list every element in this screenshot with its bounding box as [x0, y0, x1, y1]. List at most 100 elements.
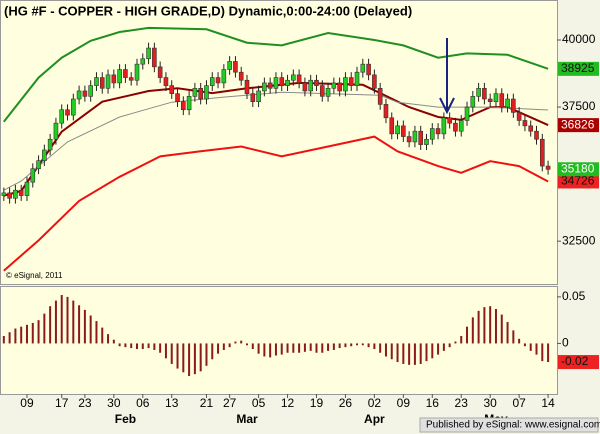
histogram-bar [431, 343, 434, 359]
histogram-bar [83, 309, 86, 344]
histogram-bar [54, 300, 57, 344]
histogram-bar [78, 305, 81, 344]
histogram-bar [523, 343, 526, 347]
candle-body [13, 189, 18, 199]
histogram-bar [193, 343, 196, 375]
histogram-bar [72, 300, 75, 344]
histogram-bar [500, 314, 503, 344]
candle-body [447, 117, 452, 124]
x-tick-label: 07 [512, 396, 526, 410]
histogram-bar [135, 343, 138, 350]
candle-body [389, 117, 395, 135]
x-tick-label: 23 [455, 396, 469, 410]
x-tick-label: 05 [252, 396, 266, 410]
x-tick-label: 27 [223, 396, 237, 410]
candle-body [47, 138, 53, 151]
histogram-bar [118, 343, 121, 347]
candle-body [534, 130, 539, 140]
histogram-bar [321, 343, 324, 353]
histogram-bar [338, 343, 341, 349]
last-value-box [558, 162, 599, 177]
histogram-bar [327, 343, 330, 351]
candle-body [476, 87, 481, 97]
candle-body [140, 58, 146, 65]
histogram-bar [408, 343, 411, 365]
histogram-bar [280, 343, 283, 355]
histogram-bar [402, 343, 405, 364]
candle-body [366, 63, 371, 76]
histogram-bar [188, 343, 191, 377]
last-value-box [558, 118, 599, 133]
histogram-bar [494, 308, 497, 344]
candle-body [539, 138, 545, 167]
histogram-bar [332, 343, 335, 350]
histogram-bar [170, 343, 173, 364]
candle-body [76, 90, 82, 100]
candle-body [418, 130, 424, 145]
histogram-bar [367, 343, 370, 348]
candle-body [123, 69, 128, 78]
histogram-bar [124, 343, 127, 348]
histogram-bar [211, 343, 214, 360]
candle-body [285, 79, 290, 86]
candle-body [175, 93, 180, 102]
histogram-bar [240, 340, 243, 344]
candle-body [128, 77, 134, 81]
histogram-bar [66, 296, 69, 344]
x-tick-label: 23 [78, 396, 92, 410]
candle-body [42, 149, 47, 162]
candle-body [487, 98, 493, 102]
histogram-bar [442, 343, 445, 351]
x-tick-label: 30 [107, 396, 121, 410]
candle-body [94, 77, 99, 86]
month-label: Apr [364, 412, 385, 426]
x-tick-label: 06 [136, 396, 150, 410]
histogram-bar [344, 343, 347, 348]
candle-body [395, 125, 400, 135]
candle-body [256, 90, 261, 102]
candle-body [545, 165, 551, 170]
last-value-label: 36826 [561, 117, 595, 131]
candle-body [233, 61, 238, 73]
x-tick-label: 26 [339, 396, 353, 410]
last-value-box [558, 61, 599, 76]
histogram-bar [164, 343, 167, 359]
candle-body [372, 74, 377, 89]
candle-body [522, 120, 528, 127]
candle-body [105, 74, 111, 89]
histogram-bar [182, 343, 185, 373]
candle-body [209, 77, 215, 86]
histogram-bar [147, 343, 150, 349]
histogram-bar [49, 306, 52, 344]
histogram-bar [437, 343, 440, 355]
histogram-bar [292, 343, 295, 353]
histogram-bar [37, 320, 40, 344]
histogram-bar [257, 343, 260, 354]
histogram-bar [390, 343, 393, 360]
candle-body [99, 77, 105, 89]
histogram-bar [373, 343, 376, 350]
candle-body [441, 117, 447, 135]
footer-box [419, 417, 599, 433]
histogram-bar [20, 326, 23, 344]
histogram-bar [234, 341, 237, 344]
candle-body [424, 138, 429, 145]
last-value-label: 35180 [561, 161, 595, 175]
plot-layer: 32500 37500 40000 38925 34726 36826 35180 09 17 2… [1, 26, 599, 426]
watermark: © eSignal, 2011 [6, 271, 63, 280]
candle-body [181, 101, 186, 111]
histogram-bar [60, 295, 63, 344]
histogram-bar [101, 327, 104, 344]
histogram-bar [269, 343, 272, 358]
candle-body [1, 192, 7, 196]
candle-body [470, 96, 476, 108]
histogram-bar [547, 343, 550, 363]
month-label: Feb [115, 412, 136, 426]
candle-body [82, 90, 88, 97]
candle-body [435, 128, 441, 135]
histogram-bar [199, 343, 202, 372]
candle-body [528, 125, 534, 132]
candle-body [516, 112, 522, 121]
candle-body [198, 87, 203, 100]
candle-body [30, 168, 36, 183]
